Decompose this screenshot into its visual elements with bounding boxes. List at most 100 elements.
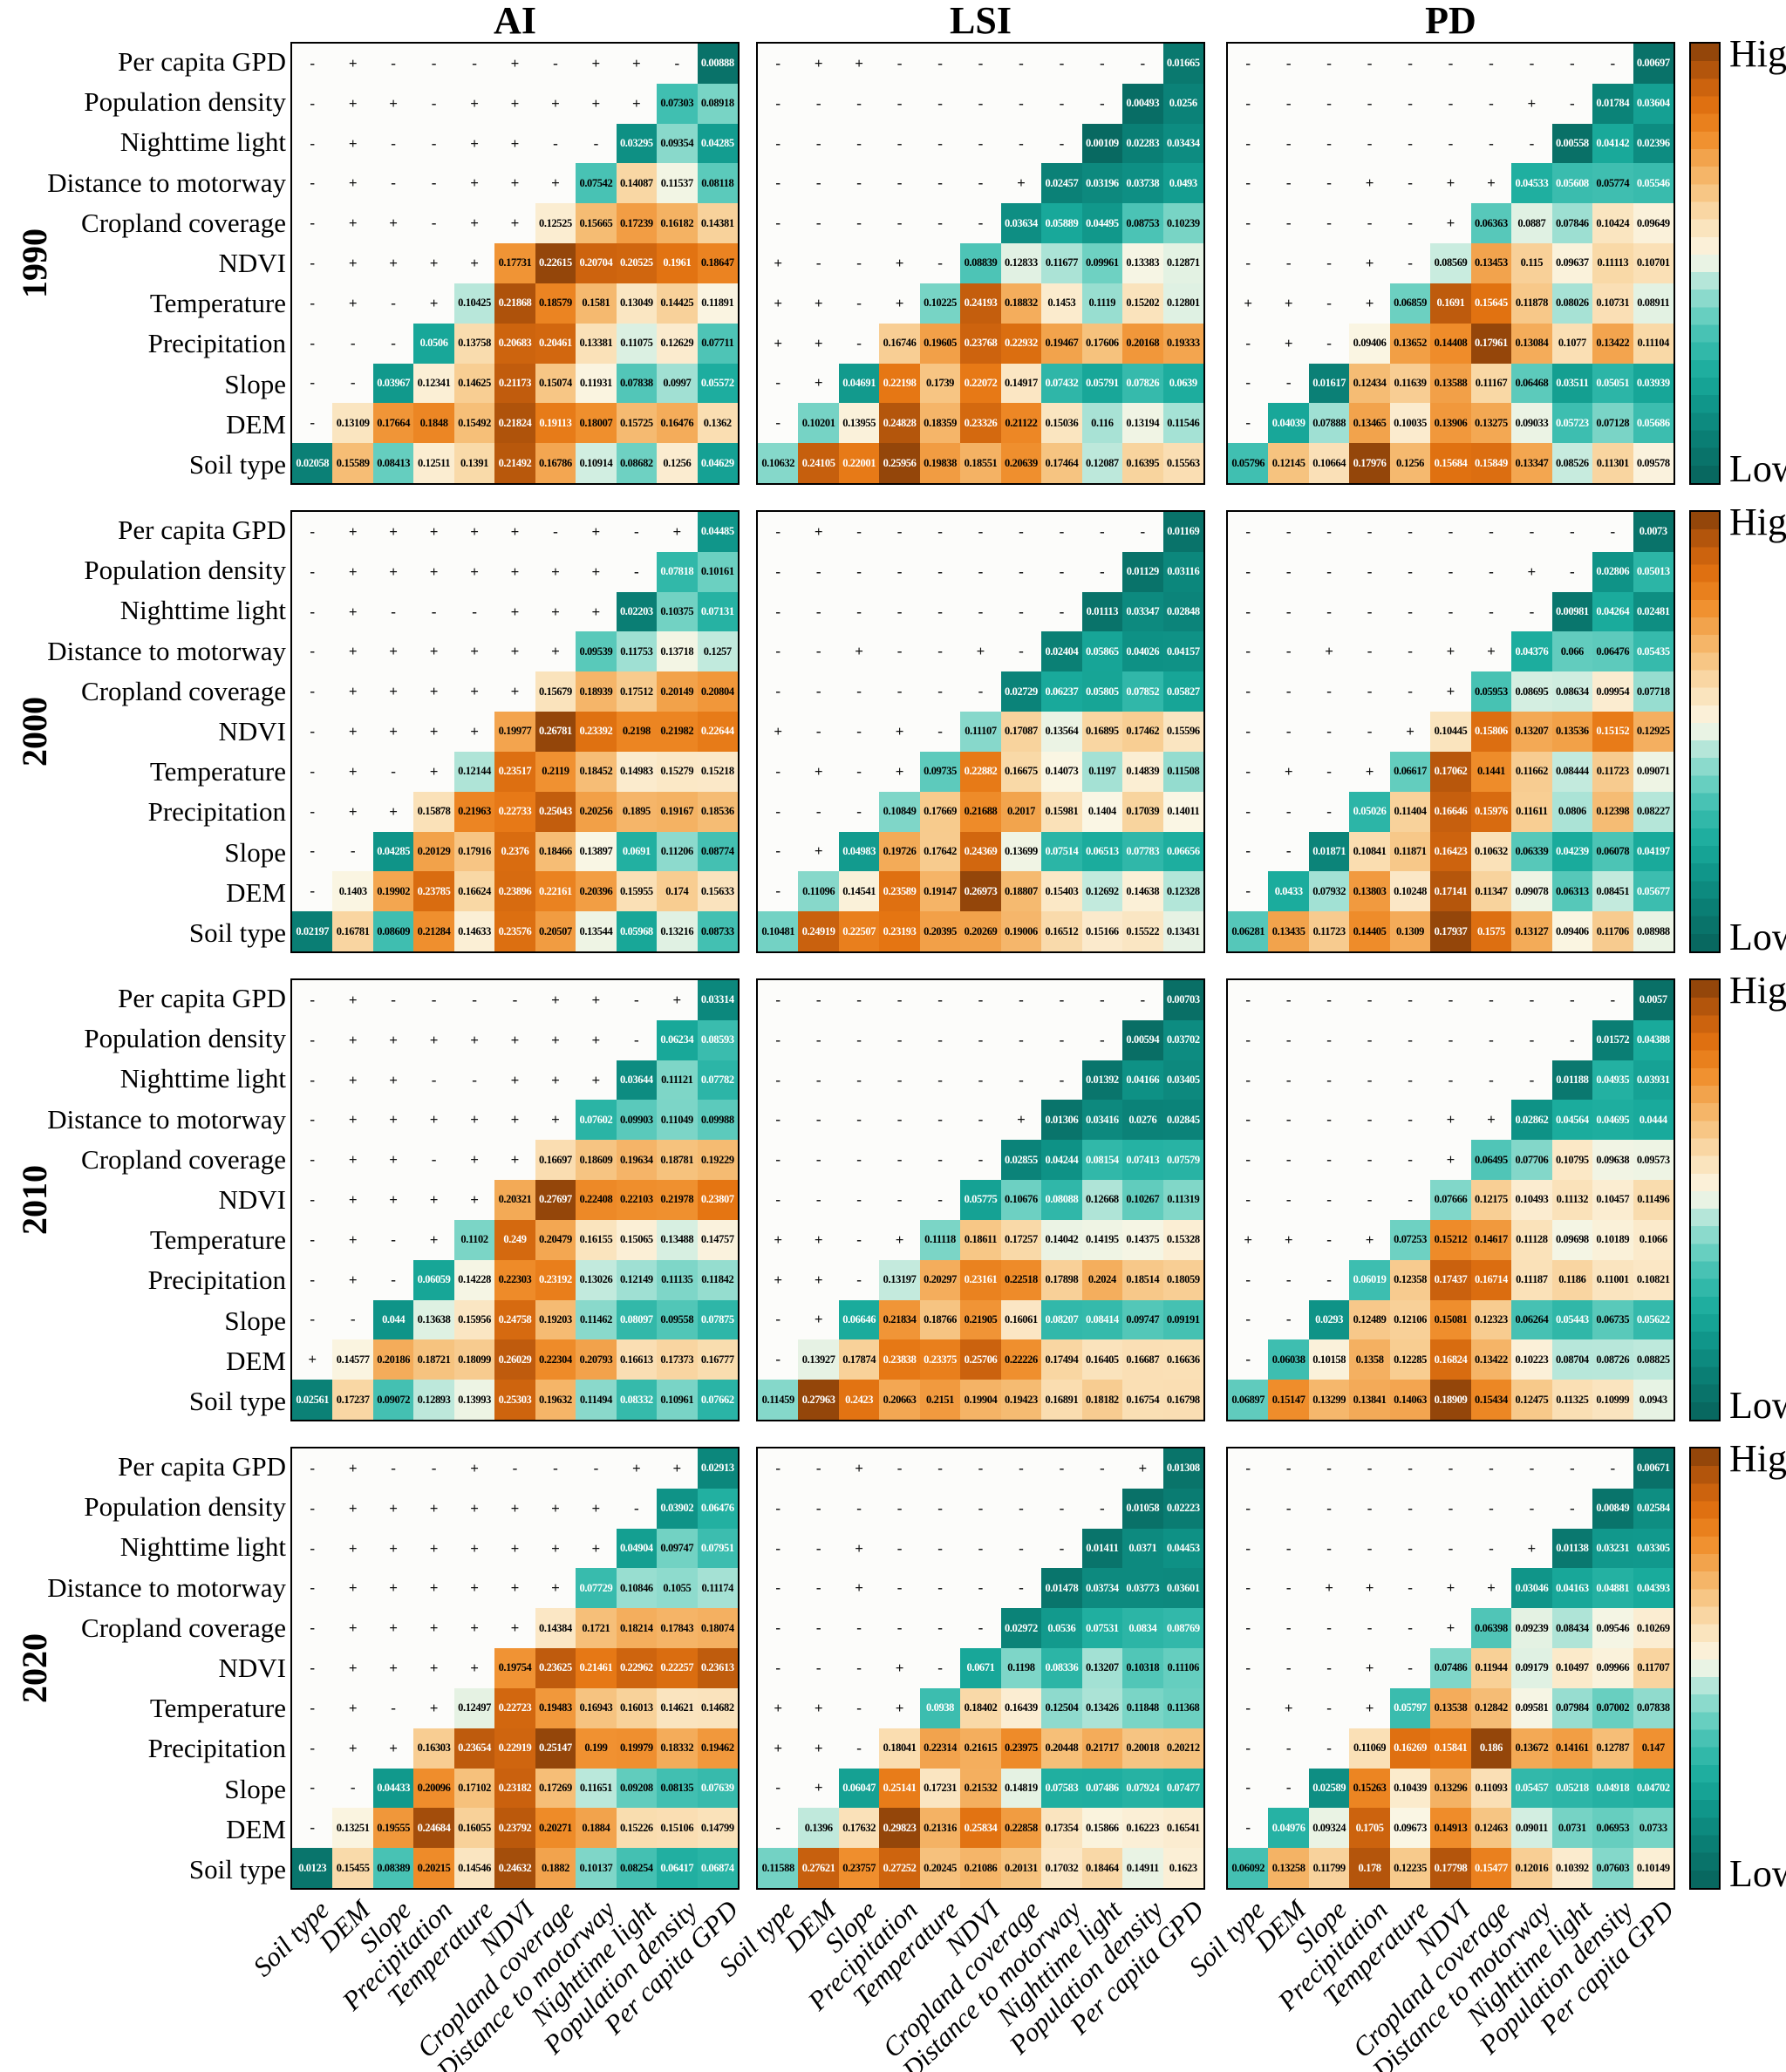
matrix-cell-sign: + <box>453 631 495 672</box>
matrix-cell-value: 0.01784 <box>1592 83 1633 124</box>
matrix-cell-sign: - <box>1000 123 1042 164</box>
matrix-cell-value: 0.23613 <box>697 1648 738 1688</box>
matrix-cell-sign: - <box>838 1608 880 1649</box>
matrix-cell-value: 0.0073 <box>1633 512 1674 552</box>
matrix-cell-value: 0.24632 <box>494 1848 535 1888</box>
matrix-cell-sign: - <box>960 44 1001 84</box>
matrix-cell-value: 0.0276 <box>1122 1100 1163 1141</box>
matrix-cell-sign: - <box>838 712 880 752</box>
matrix-cell-value: 0.00493 <box>1122 83 1163 124</box>
y-axis-label: NDVI <box>218 1184 287 1215</box>
matrix-cell-value: 0.14063 <box>1389 1380 1431 1420</box>
matrix-cell-value: 0.05865 <box>1081 631 1123 672</box>
matrix-cell-value: 0.10035 <box>1389 403 1431 444</box>
matrix-cell-value: 0.06476 <box>1592 631 1633 672</box>
matrix-cell-sign: - <box>1349 631 1390 672</box>
y-axis-label: Soil type <box>188 917 286 948</box>
matrix-cell-sign: + <box>332 203 373 244</box>
matrix-cell-value: 0.07303 <box>657 83 698 124</box>
matrix-cell-sign: - <box>1041 1448 1082 1489</box>
matrix-cell-value: 0.03231 <box>1592 1528 1633 1569</box>
matrix-cell-value: 0.09961 <box>1081 243 1123 283</box>
matrix-cell-value: 0.04702 <box>1633 1768 1674 1809</box>
matrix-cell-sign: - <box>879 1608 920 1649</box>
matrix-cell-value: 0.07542 <box>576 163 617 204</box>
matrix-cell-value: 0.02845 <box>1162 1100 1203 1141</box>
matrix-cell-sign: + <box>413 712 454 752</box>
matrix-cell-value: 0.06234 <box>657 1019 698 1060</box>
matrix-cell-sign: + <box>413 671 454 712</box>
matrix-cell-sign: + <box>758 243 799 283</box>
matrix-cell-value: 0.10445 <box>1430 712 1471 752</box>
matrix-cell-value: 0.13347 <box>1511 443 1552 483</box>
colorbar-low-label: Low <box>1729 1852 1786 1895</box>
matrix-cell-sign: - <box>1349 1448 1390 1489</box>
matrix-cell-sign: - <box>1308 163 1350 204</box>
matrix-cell-sign: + <box>372 712 414 752</box>
y-axis-label: Distance to motorway <box>47 635 286 666</box>
matrix-cell-value: 0.11368 <box>1162 1687 1203 1728</box>
matrix-cell-sign: + <box>332 1488 373 1529</box>
matrix-cell-value: 0.11093 <box>1470 1768 1512 1809</box>
matrix-cell-sign: - <box>960 1140 1001 1181</box>
matrix-cell-value: 0.12692 <box>1081 871 1123 912</box>
matrix-cell-value: 0.14638 <box>1122 871 1163 912</box>
matrix-cell-value: 0.23589 <box>879 871 920 912</box>
matrix-cell-sign: - <box>1511 512 1552 552</box>
matrix-cell-value: 0.02589 <box>1308 1768 1350 1809</box>
matrix-cell-value: 0.18332 <box>657 1728 698 1769</box>
matrix-cell-sign: - <box>1511 1019 1552 1060</box>
matrix-cell-sign: - <box>1228 1448 1269 1489</box>
matrix-cell-value: 0.25706 <box>960 1339 1001 1380</box>
y-axis-label: Cropland coverage <box>81 675 286 706</box>
matrix-cell-sign: - <box>919 1488 961 1529</box>
matrix-cell-value: 0.07128 <box>1592 403 1633 444</box>
matrix-cell-sign: - <box>1000 591 1042 632</box>
matrix-cell-value: 0.17664 <box>372 403 414 444</box>
matrix-cell-value: 0.10664 <box>1308 443 1350 483</box>
matrix-cell-sign: + <box>453 512 495 552</box>
matrix-cell-sign: - <box>1349 980 1390 1020</box>
matrix-cell-sign: - <box>1470 1488 1512 1529</box>
matrix-cell-sign: - <box>758 831 799 872</box>
matrix-cell-value: 0.16636 <box>1162 1339 1203 1380</box>
matrix-cell-value: 0.15477 <box>1470 1848 1512 1888</box>
matrix-cell-value: 0.15226 <box>616 1808 658 1849</box>
matrix-cell-value: 0.13422 <box>1592 323 1633 364</box>
matrix-cell-sign: + <box>332 1568 373 1609</box>
matrix-cell-sign: - <box>1308 203 1350 244</box>
matrix-cell-sign: - <box>1228 1808 1269 1849</box>
colorbar <box>1689 510 1721 953</box>
matrix-cell-value: 0.12833 <box>1000 243 1042 283</box>
matrix-cell-value: 0.25043 <box>535 791 576 832</box>
matrix-cell-value: 0.11753 <box>616 631 658 672</box>
matrix-cell-sign: - <box>292 791 333 832</box>
matrix-cell-value: 0.17606 <box>1081 323 1123 364</box>
matrix-cell-sign: + <box>332 671 373 712</box>
matrix-cell-value: 0.22882 <box>960 751 1001 792</box>
matrix-cell-sign: - <box>1349 591 1390 632</box>
matrix-cell-value: 0.08695 <box>1511 671 1552 712</box>
matrix-cell-sign: + <box>798 1299 839 1340</box>
matrix-cell-value: 0.11891 <box>697 283 738 324</box>
matrix-cell-sign: - <box>1349 671 1390 712</box>
matrix-cell-sign: - <box>838 1728 880 1769</box>
matrix-cell-value: 0.18452 <box>576 751 617 792</box>
matrix-cell-sign: - <box>1389 1528 1431 1569</box>
matrix-cell-value: 0.16405 <box>1081 1339 1123 1380</box>
matrix-cell-value: 0.12175 <box>1470 1180 1512 1220</box>
colorbar <box>1689 978 1721 1421</box>
matrix-cell-sign: + <box>576 551 617 592</box>
matrix-cell-value: 0.11723 <box>1308 911 1350 951</box>
matrix-cell-sign: - <box>758 871 799 912</box>
matrix-cell-sign: - <box>413 44 454 84</box>
matrix-cell-value: 0.04039 <box>1268 403 1309 444</box>
matrix-cell-sign: - <box>758 1568 799 1609</box>
matrix-cell-value: 0.17354 <box>1041 1808 1082 1849</box>
y-axis-label: Temperature <box>149 756 286 787</box>
matrix-cell-sign: - <box>372 1259 414 1300</box>
matrix-cell-value: 0.12842 <box>1470 1687 1512 1728</box>
matrix-cell-value: 0.13084 <box>1511 323 1552 364</box>
matrix-cell-value: 0.06092 <box>1228 1848 1269 1888</box>
matrix-cell-value: 0.04285 <box>372 831 414 872</box>
